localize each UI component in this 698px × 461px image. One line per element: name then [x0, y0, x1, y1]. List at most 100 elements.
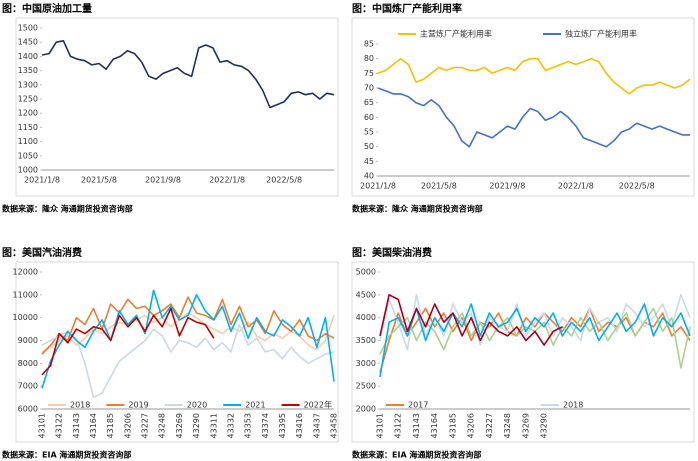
- x-tick-label: 2022/5/8: [266, 176, 302, 185]
- data-line: [41, 296, 335, 355]
- y-tick-label: 1000: [18, 166, 38, 175]
- x-tick-label: 43437: [312, 413, 321, 438]
- x-tick-label: 43458: [330, 413, 339, 438]
- x-tick-label: 43206: [467, 413, 476, 438]
- y-tick-label: 12000: [13, 268, 38, 277]
- y-tick-label: 3000: [356, 359, 376, 368]
- y-tick-label: 60: [364, 113, 374, 122]
- x-tick-label: 2021/1/8: [24, 176, 60, 185]
- y-tick-label: 1350: [18, 66, 38, 75]
- panel-frame: [351, 261, 695, 443]
- x-tick-label: 43290: [540, 413, 549, 438]
- y-tick-label: 11000: [13, 290, 38, 299]
- panel-frame: [15, 261, 339, 443]
- x-tick-label: 43164: [430, 413, 439, 438]
- legend-label: 2017: [408, 401, 428, 410]
- y-tick-label: 2000: [356, 405, 376, 414]
- y-tick-label: 1450: [18, 38, 38, 47]
- legend-label: 独立炼厂产能利用率: [565, 29, 637, 39]
- x-tick-label: 43395: [278, 413, 287, 438]
- y-tick-label: 1150: [18, 123, 38, 132]
- x-tick-label: 43122: [55, 413, 64, 438]
- y-tick-label: 3500: [356, 336, 376, 345]
- x-tick-label: 43416: [295, 413, 304, 438]
- x-tick-label: 2022/5/8: [619, 182, 655, 191]
- y-tick-label: 9000: [18, 336, 38, 345]
- y-tick-label: 1050: [18, 151, 38, 160]
- x-tick-label: 43185: [106, 413, 115, 438]
- x-tick-label: 43101: [376, 413, 385, 438]
- legend-label: 2020: [187, 401, 207, 410]
- y-tick-label: 80: [364, 54, 374, 63]
- data-line: [377, 87, 690, 148]
- x-tick-label: 43248: [158, 413, 167, 438]
- y-tick-label: 75: [364, 69, 374, 78]
- chart-title: 图：美国柴油消费: [352, 246, 432, 259]
- y-tick-label: 10000: [13, 313, 38, 322]
- y-tick-label: 4500: [356, 290, 376, 299]
- x-tick-label: 43143: [72, 413, 81, 438]
- data-line: [41, 312, 335, 353]
- y-tick-label: 1200: [18, 109, 38, 118]
- x-tick-label: 43290: [192, 413, 201, 438]
- y-tick-label: 1250: [18, 95, 38, 104]
- data-line: [379, 303, 691, 378]
- x-tick-label: 43101: [38, 413, 47, 438]
- y-tick-label: 45: [364, 157, 374, 166]
- legend-label: 2019: [128, 401, 148, 410]
- y-tick-label: 1500: [18, 24, 38, 33]
- x-tick-label: 43206: [123, 413, 132, 438]
- data-line: [41, 307, 215, 376]
- legend-label: 2022年: [304, 400, 332, 410]
- y-tick-label: 85: [364, 40, 374, 49]
- y-tick-label: 4000: [356, 313, 376, 322]
- source-note: 数据来源：EIA 海通期货投资咨询部: [352, 450, 481, 460]
- x-tick-label: 43185: [448, 413, 457, 438]
- y-tick-label: 1100: [18, 137, 38, 146]
- y-tick-label: 70: [364, 84, 374, 93]
- panel-frame: [351, 17, 695, 197]
- data-line: [377, 57, 691, 95]
- x-tick-label: 43248: [503, 413, 512, 438]
- x-tick-label: 43164: [89, 413, 98, 438]
- x-tick-label: 43122: [394, 413, 403, 438]
- y-tick-label: 50: [364, 142, 374, 151]
- x-tick-label: 2021/9/8: [489, 182, 525, 191]
- y-tick-label: 65: [364, 98, 374, 107]
- x-tick-label: 2022/1/8: [558, 182, 594, 191]
- legend-label: 2018: [563, 401, 583, 410]
- legend-label: 2021: [245, 401, 265, 410]
- x-tick-label: 2021/5/8: [81, 176, 117, 185]
- x-tick-label: 43332: [226, 413, 235, 438]
- y-tick-label: 2500: [356, 382, 376, 391]
- source-note: 数据来源：EIA 海通期货投资咨询部: [2, 450, 131, 460]
- source-note: 数据来源：隆众 海通期货投资咨询部: [352, 204, 483, 214]
- data-line: [379, 294, 563, 346]
- y-tick-label: 8000: [18, 359, 38, 368]
- legend-label: 2018: [70, 401, 90, 410]
- y-tick-label: 40: [364, 172, 374, 181]
- y-tick-label: 7000: [18, 382, 38, 391]
- x-tick-label: 43269: [521, 413, 530, 438]
- y-tick-label: 5000: [356, 268, 376, 277]
- x-tick-label: 2022/1/8: [209, 176, 245, 185]
- y-tick-label: 55: [364, 128, 374, 137]
- x-tick-label: 43143: [412, 413, 421, 438]
- chart-title: 图：中国原油加工量: [2, 2, 92, 15]
- x-tick-label: 43227: [485, 413, 494, 438]
- data-line: [41, 289, 335, 389]
- x-tick-label: 2021/9/8: [145, 176, 181, 185]
- x-tick-label: 43269: [175, 413, 184, 438]
- y-tick-label: 6000: [18, 405, 38, 414]
- data-line: [41, 323, 335, 399]
- y-tick-label: 1300: [18, 80, 38, 89]
- panel-frame: [15, 17, 339, 197]
- source-note: 数据来源：隆众 海通期货投资咨询部: [2, 204, 133, 214]
- x-tick-label: 43353: [244, 413, 253, 438]
- x-tick-label: 43227: [141, 413, 150, 438]
- legend-label: 主营炼厂产能利用率: [420, 29, 492, 39]
- data-line: [41, 40, 335, 109]
- x-tick-label: 2021/5/8: [421, 182, 457, 191]
- x-tick-label: 43374: [261, 413, 270, 438]
